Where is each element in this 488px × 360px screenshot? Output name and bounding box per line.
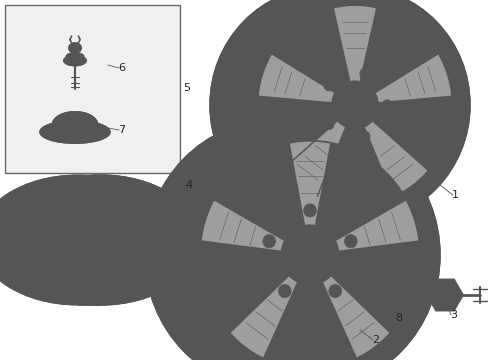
Text: 7: 7 xyxy=(118,125,125,135)
Ellipse shape xyxy=(299,244,319,265)
Ellipse shape xyxy=(199,140,420,360)
Text: 1: 1 xyxy=(451,190,458,200)
Ellipse shape xyxy=(180,120,439,360)
Ellipse shape xyxy=(278,284,290,298)
Ellipse shape xyxy=(0,175,200,305)
Text: 5: 5 xyxy=(183,83,190,93)
Ellipse shape xyxy=(71,113,79,120)
Ellipse shape xyxy=(263,235,275,248)
Ellipse shape xyxy=(40,121,110,143)
Ellipse shape xyxy=(359,68,369,79)
Ellipse shape xyxy=(291,236,328,274)
Ellipse shape xyxy=(55,246,63,251)
Text: 2: 2 xyxy=(371,335,378,345)
Ellipse shape xyxy=(96,266,104,270)
Polygon shape xyxy=(230,275,297,358)
Ellipse shape xyxy=(344,235,356,248)
Ellipse shape xyxy=(0,175,178,305)
Ellipse shape xyxy=(376,282,412,308)
Ellipse shape xyxy=(88,232,112,248)
Ellipse shape xyxy=(381,100,391,110)
Ellipse shape xyxy=(63,55,86,66)
Ellipse shape xyxy=(433,284,455,306)
Polygon shape xyxy=(201,200,285,251)
Ellipse shape xyxy=(328,284,341,298)
Ellipse shape xyxy=(331,81,377,129)
Polygon shape xyxy=(363,121,427,196)
Ellipse shape xyxy=(93,235,107,244)
Ellipse shape xyxy=(121,215,129,220)
Ellipse shape xyxy=(339,90,369,120)
Text: 3: 3 xyxy=(449,310,456,320)
Ellipse shape xyxy=(71,215,79,220)
Text: 8: 8 xyxy=(394,313,401,323)
Ellipse shape xyxy=(281,225,338,285)
Ellipse shape xyxy=(60,133,65,138)
Ellipse shape xyxy=(359,131,369,141)
Ellipse shape xyxy=(113,253,124,261)
Ellipse shape xyxy=(145,120,404,360)
Ellipse shape xyxy=(84,126,90,131)
FancyBboxPatch shape xyxy=(5,5,180,173)
Ellipse shape xyxy=(124,230,136,238)
Ellipse shape xyxy=(47,130,53,134)
Ellipse shape xyxy=(323,119,333,130)
Ellipse shape xyxy=(52,112,98,138)
Ellipse shape xyxy=(303,204,316,217)
Ellipse shape xyxy=(0,183,165,297)
Ellipse shape xyxy=(381,285,407,304)
Ellipse shape xyxy=(386,289,402,300)
Polygon shape xyxy=(322,275,389,358)
Ellipse shape xyxy=(240,0,469,223)
Ellipse shape xyxy=(323,80,333,91)
Ellipse shape xyxy=(97,130,103,134)
Ellipse shape xyxy=(257,5,452,205)
Ellipse shape xyxy=(137,246,144,251)
Text: 4: 4 xyxy=(184,180,192,190)
Ellipse shape xyxy=(66,53,84,60)
Ellipse shape xyxy=(63,230,76,238)
Ellipse shape xyxy=(60,126,65,131)
Ellipse shape xyxy=(84,133,90,138)
Polygon shape xyxy=(374,54,450,103)
Ellipse shape xyxy=(75,253,87,261)
Ellipse shape xyxy=(0,179,172,301)
Ellipse shape xyxy=(94,215,106,223)
Ellipse shape xyxy=(45,204,155,276)
Ellipse shape xyxy=(346,97,362,113)
Polygon shape xyxy=(333,6,376,82)
Polygon shape xyxy=(334,200,418,251)
Ellipse shape xyxy=(209,0,439,223)
Ellipse shape xyxy=(69,43,81,53)
Polygon shape xyxy=(258,54,335,103)
Polygon shape xyxy=(282,121,346,196)
Polygon shape xyxy=(288,142,330,226)
Text: 6: 6 xyxy=(118,63,125,73)
